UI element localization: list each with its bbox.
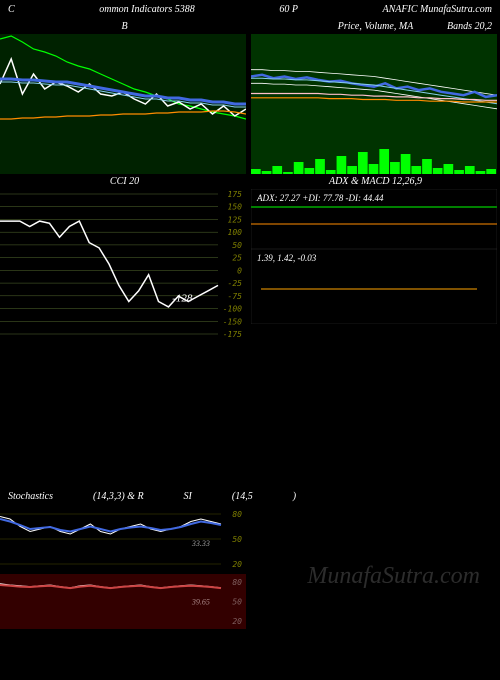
panel-cci-title: CCI 20 [0,174,249,189]
svg-text:20: 20 [232,560,242,569]
svg-text:80: 80 [232,578,242,587]
svg-text:0: 0 [237,266,242,275]
svg-text:100: 100 [228,228,243,237]
panel-price: Price, Volume, MA Bands 20,2 [251,19,500,174]
panel-cci: CCI 20 175 150 125 100 50 25 0 -25 -75 -100 -150 -1… [0,174,249,339]
panel-adx-title: ADX & MACD 12,26,9 [251,174,500,189]
chart-price-volume [251,34,497,174]
panel-adx-macd: ADX & MACD 12,26,9 ADX: 27.27 +DI: 77.78… [251,174,500,339]
svg-text:33.33: 33.33 [191,539,210,548]
svg-text:ADX: 27.27 +DI: 77.78 -DI: 44.: ADX: 27.27 +DI: 77.78 -DI: 44.44 [256,193,384,203]
chart-macd: 1.39, 1.42, -0.03 [251,249,497,324]
svg-text:-175: -175 [223,330,242,339]
header-right: ANAFIC MunafaSutra.com [383,4,492,15]
panel-b: B [0,19,249,174]
svg-text:20: 20 [232,617,242,626]
header-bar: C ommon Indicators 5388 60 P ANAFIC Muna… [0,0,500,19]
svg-text:-25: -25 [228,279,243,288]
header-center-left: ommon Indicators 5388 [99,4,195,15]
svg-text:-128: -128 [172,293,193,305]
spacer [0,339,500,489]
svg-text:50: 50 [232,241,242,250]
panel-b-title: B [0,19,249,34]
watermark: MunafaSutra.com [307,563,480,590]
svg-text:39.65: 39.65 [191,597,210,606]
chart-rsi: 80 50 20 39.65 [0,574,246,629]
row-2: CCI 20 175 150 125 100 50 25 0 -25 -75 -100 -150 -1… [0,174,500,339]
svg-text:25: 25 [232,254,242,263]
row3-titles: Stochastics (14,3,3) & R SI (14,5 ) [0,489,500,504]
chart-adx: ADX: 27.27 +DI: 77.78 -DI: 44.44 [251,189,497,249]
row-1: B Price, Volume, MA Bands 20,2 [0,19,500,174]
svg-text:-100: -100 [223,305,242,314]
header-center: 60 P [279,4,298,15]
svg-text:150: 150 [228,203,243,212]
chart-cci: 175 150 125 100 50 25 0 -25 -75 -100 -150 -175 -128 [0,189,246,339]
svg-text:125: 125 [228,215,243,224]
panel-price-title: Price, Volume, MA Bands 20,2 [251,19,500,34]
svg-text:80: 80 [232,510,242,519]
svg-text:-75: -75 [228,292,243,301]
svg-text:-150: -150 [223,317,242,326]
svg-text:1.39, 1.42, -0.03: 1.39, 1.42, -0.03 [257,253,317,263]
svg-text:175: 175 [228,190,243,199]
chart-bollinger [0,34,246,174]
chart-stochastics: 80 50 20 33.33 [0,504,246,574]
header-left: C [8,4,15,15]
svg-text:50: 50 [232,535,242,544]
svg-text:50: 50 [232,598,242,607]
